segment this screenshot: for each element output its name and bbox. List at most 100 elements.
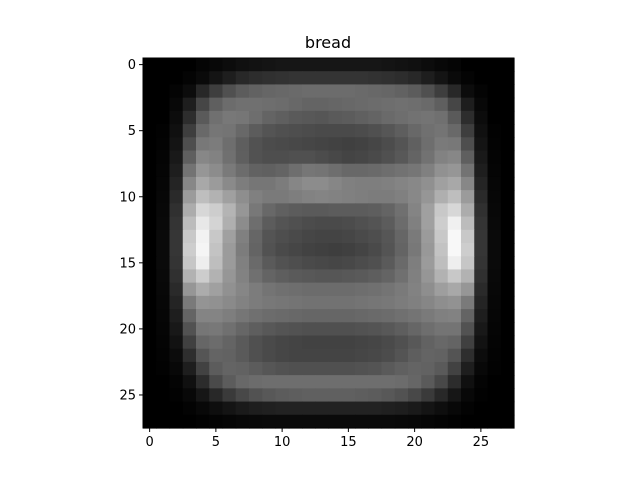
heatmap-cell (487, 375, 502, 389)
heatmap-cell (209, 71, 224, 86)
heatmap-cell (169, 401, 184, 416)
heatmap-cell (447, 163, 462, 178)
heatmap-cell (249, 335, 263, 350)
heatmap-cell (156, 163, 171, 178)
heatmap-cell (461, 229, 475, 244)
heatmap-cell (500, 401, 515, 416)
heatmap-cell (381, 375, 396, 389)
heatmap-cell (249, 401, 263, 416)
heatmap-cell (143, 137, 157, 152)
heatmap-cell (328, 190, 343, 204)
heatmap-cell (262, 243, 277, 257)
heatmap-cell (262, 176, 277, 191)
heatmap-cell (143, 361, 157, 376)
heatmap-cell (169, 322, 184, 337)
y-tick-label: 10 (119, 190, 136, 205)
heatmap-cell (394, 335, 409, 350)
heatmap-cell (355, 282, 369, 297)
heatmap-cell (275, 229, 290, 244)
heatmap-cell (143, 256, 157, 271)
heatmap-cell (474, 176, 489, 191)
heatmap-cell (408, 216, 422, 231)
heatmap-cell (394, 348, 409, 363)
heatmap-cell (288, 375, 303, 389)
heatmap-cell (381, 190, 396, 204)
heatmap-cell (474, 322, 489, 337)
heatmap-cell (169, 269, 184, 284)
heatmap-cell (368, 282, 383, 297)
heatmap-cell (500, 71, 515, 86)
heatmap-cell (235, 203, 250, 218)
heatmap-cell (222, 229, 237, 244)
heatmap-cell (262, 110, 277, 125)
heatmap-cell (368, 216, 383, 231)
heatmap-cell (288, 190, 303, 204)
heatmap-cell (196, 388, 210, 403)
heatmap-cell (209, 97, 224, 112)
heatmap-cell (381, 269, 396, 284)
heatmap-cell (408, 190, 422, 204)
heatmap-cell (235, 84, 250, 99)
heatmap-cell (169, 388, 184, 403)
heatmap-cell (461, 322, 475, 337)
heatmap-cell (288, 124, 303, 138)
heatmap-cell (169, 309, 184, 323)
heatmap-cell (394, 414, 409, 429)
heatmap-cell (461, 110, 475, 125)
heatmap-cell (487, 84, 502, 99)
heatmap-cell (209, 414, 224, 429)
heatmap-cell (355, 348, 369, 363)
heatmap-cell (222, 414, 237, 429)
heatmap-cell (368, 361, 383, 376)
y-tick-label: 15 (119, 256, 136, 271)
heatmap-cell (341, 335, 356, 350)
heatmap-cell (500, 243, 515, 257)
heatmap-cell (288, 176, 303, 191)
heatmap-cell (447, 309, 462, 323)
heatmap-cell (328, 203, 343, 218)
heatmap-cell (249, 203, 263, 218)
heatmap-cell (421, 388, 436, 403)
heatmap-cell (341, 388, 356, 403)
heatmap-cell (368, 309, 383, 323)
heatmap-cell (394, 295, 409, 310)
heatmap-cell (408, 401, 422, 416)
heatmap-cell (394, 84, 409, 99)
heatmap-cell (143, 190, 157, 204)
heatmap-cell (222, 124, 237, 138)
heatmap-cell (235, 150, 250, 165)
heatmap-cell (209, 124, 224, 138)
heatmap-cell (421, 269, 436, 284)
heatmap-cell (434, 71, 449, 86)
heatmap-cell (156, 190, 171, 204)
heatmap-cell (474, 229, 489, 244)
heatmap-cell (275, 401, 290, 416)
heatmap-cell (209, 243, 224, 257)
y-tick-label: 5 (128, 124, 136, 139)
heatmap-cell (461, 309, 475, 323)
heatmap-cell (169, 229, 184, 244)
heatmap-cell (394, 216, 409, 231)
heatmap-cell (315, 256, 330, 271)
heatmap-cell (315, 229, 330, 244)
heatmap-cell (355, 216, 369, 231)
heatmap-cell (421, 176, 436, 191)
heatmap-cell (182, 414, 197, 429)
heatmap-cell (368, 97, 383, 112)
heatmap-cell (315, 414, 330, 429)
heatmap-cell (275, 348, 290, 363)
heatmap-cell (196, 414, 210, 429)
heatmap-cell (368, 414, 383, 429)
heatmap-cell (315, 203, 330, 218)
heatmap-cell (341, 295, 356, 310)
heatmap-cell (421, 322, 436, 337)
heatmap-cell (447, 256, 462, 271)
heatmap-cell (222, 269, 237, 284)
heatmap-cell (368, 243, 383, 257)
heatmap-cell (474, 58, 489, 72)
heatmap-cell (341, 361, 356, 376)
heatmap-cell (328, 176, 343, 191)
heatmap-cell (474, 97, 489, 112)
heatmap-cell (461, 163, 475, 178)
heatmap-cell (302, 322, 316, 337)
